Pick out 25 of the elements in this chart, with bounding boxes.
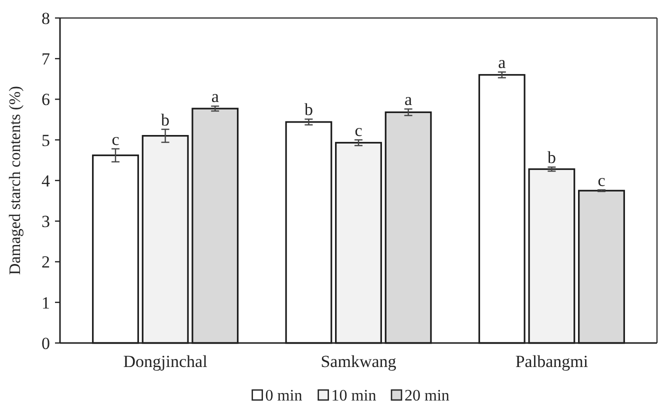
legend-label: 0 min [265,388,302,405]
data-label: c [112,130,120,149]
y-tick-label: 8 [42,8,50,28]
y-tick-label: 0 [42,334,50,353]
data-label: c [598,170,606,190]
y-tick-label: 5 [42,130,50,150]
legend-label: 20 min [404,388,450,405]
data-label: a [498,53,506,72]
y-tick-label: 2 [42,252,50,272]
y-tick-label: 4 [42,171,50,190]
y-tick-label: 1 [42,293,50,312]
y-tick-label: 3 [42,212,50,232]
y-tick-label: 6 [42,90,50,110]
data-label: c [354,120,363,140]
x-tick-label: Palbangmi [515,352,588,371]
data-label: b [161,110,170,130]
y-axis-title: Damaged starch contents (%) [7,86,24,275]
y-tick-label: 7 [42,50,50,69]
legend-label: 10 min [331,388,376,405]
data-label: a [211,87,220,106]
x-tick-label: Samkwang [320,352,397,371]
data-label: a [404,90,413,109]
data-label: b [547,148,556,168]
x-tick-label: Dongjinchal [123,352,208,371]
data-label: b [304,100,313,120]
